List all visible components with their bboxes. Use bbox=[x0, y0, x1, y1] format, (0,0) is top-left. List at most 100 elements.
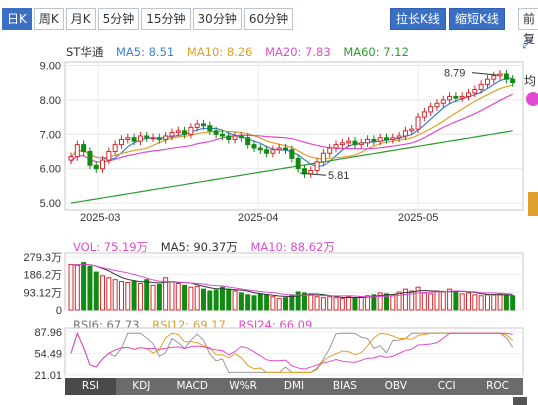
candle-body bbox=[150, 137, 156, 140]
adjust-dropdown[interactable]: 前复 bbox=[518, 8, 538, 46]
tab-indicator-bias[interactable]: BIAS bbox=[332, 380, 357, 392]
volume-bar bbox=[484, 294, 490, 311]
volume-bar bbox=[207, 290, 213, 311]
candle-body bbox=[320, 152, 326, 163]
volume-bar bbox=[409, 290, 415, 311]
y-tick-label: 5.00 bbox=[40, 198, 61, 210]
side-label: 均 bbox=[524, 74, 537, 88]
candle-body bbox=[383, 137, 389, 140]
volume-bar bbox=[453, 290, 459, 311]
stretch-kline-button[interactable]: 拉长K线 bbox=[390, 8, 446, 30]
candle-body bbox=[390, 137, 396, 140]
tab-period-3[interactable]: 5分钟 bbox=[97, 8, 140, 30]
candle-body bbox=[396, 135, 402, 139]
volume-bar bbox=[81, 262, 87, 311]
candle-body bbox=[402, 130, 408, 137]
side-dot-icon bbox=[526, 92, 538, 106]
candle-body bbox=[245, 137, 251, 146]
y-tick-label: 93.12万 bbox=[23, 287, 62, 299]
y-tick-label: 279.3万 bbox=[23, 252, 62, 264]
candle-body bbox=[232, 135, 238, 140]
volume-bar bbox=[314, 296, 320, 311]
candle-body bbox=[491, 75, 497, 80]
candle-body bbox=[339, 142, 345, 146]
high-marker-arrow bbox=[471, 72, 499, 76]
volume-bar bbox=[144, 279, 150, 311]
candle-body bbox=[409, 128, 415, 132]
tab-indicator-dmi[interactable]: DMI bbox=[283, 380, 305, 392]
volume-bar bbox=[301, 292, 307, 311]
volume-bar bbox=[74, 264, 80, 311]
volume-bar bbox=[352, 297, 358, 311]
volume-bar bbox=[112, 279, 118, 311]
volume-bar bbox=[497, 293, 503, 311]
side-handle[interactable] bbox=[528, 192, 538, 216]
candle-body bbox=[144, 135, 150, 139]
volume-legend: VOL: 75.19万 MA5: 90.37万 MA10: 88.62万 bbox=[73, 239, 344, 255]
volume-bar bbox=[137, 282, 143, 311]
tab-indicator-roc[interactable]: ROC bbox=[486, 380, 510, 392]
volume-bar bbox=[383, 293, 389, 311]
candle-body bbox=[87, 150, 93, 166]
tab-period-1[interactable]: 周K bbox=[33, 8, 64, 30]
volume-bar bbox=[201, 288, 207, 311]
volume-bar bbox=[440, 291, 446, 311]
tab-period-0[interactable]: 日K bbox=[2, 8, 32, 30]
tab-period-2[interactable]: 月K bbox=[65, 8, 96, 30]
ma60-line bbox=[70, 130, 513, 204]
volume-bar bbox=[226, 288, 232, 311]
candle-body bbox=[188, 126, 194, 135]
volume-bar bbox=[100, 275, 106, 311]
candle-body bbox=[213, 130, 219, 135]
candle-body bbox=[472, 89, 478, 94]
volume-bar bbox=[308, 293, 314, 311]
candle-body bbox=[497, 73, 503, 77]
x-tick-label: 2025-05 bbox=[398, 212, 439, 224]
candle-body bbox=[484, 78, 490, 85]
high-marker: 8.79 bbox=[444, 68, 465, 80]
scroll-handle[interactable] bbox=[513, 397, 527, 405]
candle-body bbox=[434, 102, 440, 108]
candle-body bbox=[314, 161, 320, 171]
tab-indicator-obv[interactable]: OBV bbox=[384, 380, 407, 392]
ma20-label: MA20: 7.83 bbox=[265, 45, 331, 59]
volume-bar bbox=[346, 296, 352, 311]
candle-body bbox=[182, 130, 188, 135]
volume-bar bbox=[402, 288, 408, 311]
volume-bar bbox=[396, 291, 402, 311]
expand-icon[interactable]: ⤢ bbox=[522, 36, 533, 51]
tab-period-6[interactable]: 60分钟 bbox=[243, 8, 294, 30]
volume-bar bbox=[264, 294, 270, 311]
candle-body bbox=[447, 95, 453, 101]
vol-ma10-label: MA10: 88.62万 bbox=[250, 240, 335, 254]
y-tick-label: 8.00 bbox=[40, 95, 61, 107]
tab-indicator-kdj[interactable]: KDJ bbox=[132, 380, 151, 392]
tab-period-4[interactable]: 15分钟 bbox=[141, 8, 191, 30]
volume-bar bbox=[106, 277, 112, 311]
tab-indicator-rsi[interactable]: RSI bbox=[65, 378, 116, 395]
volume-bar bbox=[169, 281, 175, 311]
volume-bar bbox=[251, 295, 257, 311]
candle-body bbox=[125, 137, 131, 140]
low-marker-arrow bbox=[299, 172, 327, 176]
tab-indicator-cci[interactable]: CCI bbox=[437, 380, 456, 392]
volume-bar bbox=[447, 288, 453, 311]
tab-period-5[interactable]: 30分钟 bbox=[192, 8, 242, 30]
rsi-plot-frame bbox=[64, 327, 524, 376]
candle-body bbox=[118, 138, 124, 146]
volume-bar bbox=[156, 283, 162, 311]
period-tabs: 日K 周K 月K 5分钟 15分钟 30分钟 60分钟 bbox=[2, 8, 295, 30]
candle-body bbox=[93, 164, 99, 170]
candle-body bbox=[352, 140, 358, 146]
shrink-kline-button[interactable]: 缩短K线 bbox=[449, 8, 505, 30]
tab-indicator-wrr[interactable]: W%R bbox=[229, 380, 257, 392]
volume-bar bbox=[358, 296, 364, 311]
low-marker: 5.81 bbox=[328, 170, 349, 182]
tab-indicator-macd[interactable]: MACD bbox=[176, 380, 208, 392]
volume-bar bbox=[175, 282, 181, 311]
volume-bar bbox=[270, 296, 276, 311]
y-tick-label: 7.00 bbox=[40, 129, 61, 141]
y-tick-label: 0 bbox=[56, 305, 62, 315]
candle-body bbox=[131, 137, 137, 142]
y-tick-label: 6.00 bbox=[40, 164, 61, 176]
